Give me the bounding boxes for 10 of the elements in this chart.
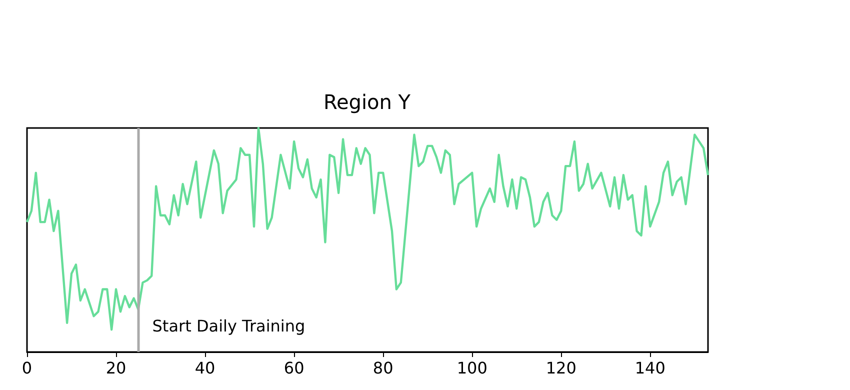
- chart-title: Region Y: [323, 90, 412, 114]
- x-tick-label: 0: [22, 358, 32, 378]
- x-tick-label: 20: [106, 358, 126, 378]
- x-tick-label: 120: [546, 358, 576, 378]
- x-tick-label: 60: [284, 358, 304, 378]
- x-tick-label: 100: [456, 358, 488, 378]
- ref-line-label: Start Daily Training: [152, 316, 306, 336]
- x-tick-label: 140: [634, 358, 666, 378]
- x-tick-label: 80: [372, 358, 394, 378]
- x-tick-label: 40: [194, 358, 216, 378]
